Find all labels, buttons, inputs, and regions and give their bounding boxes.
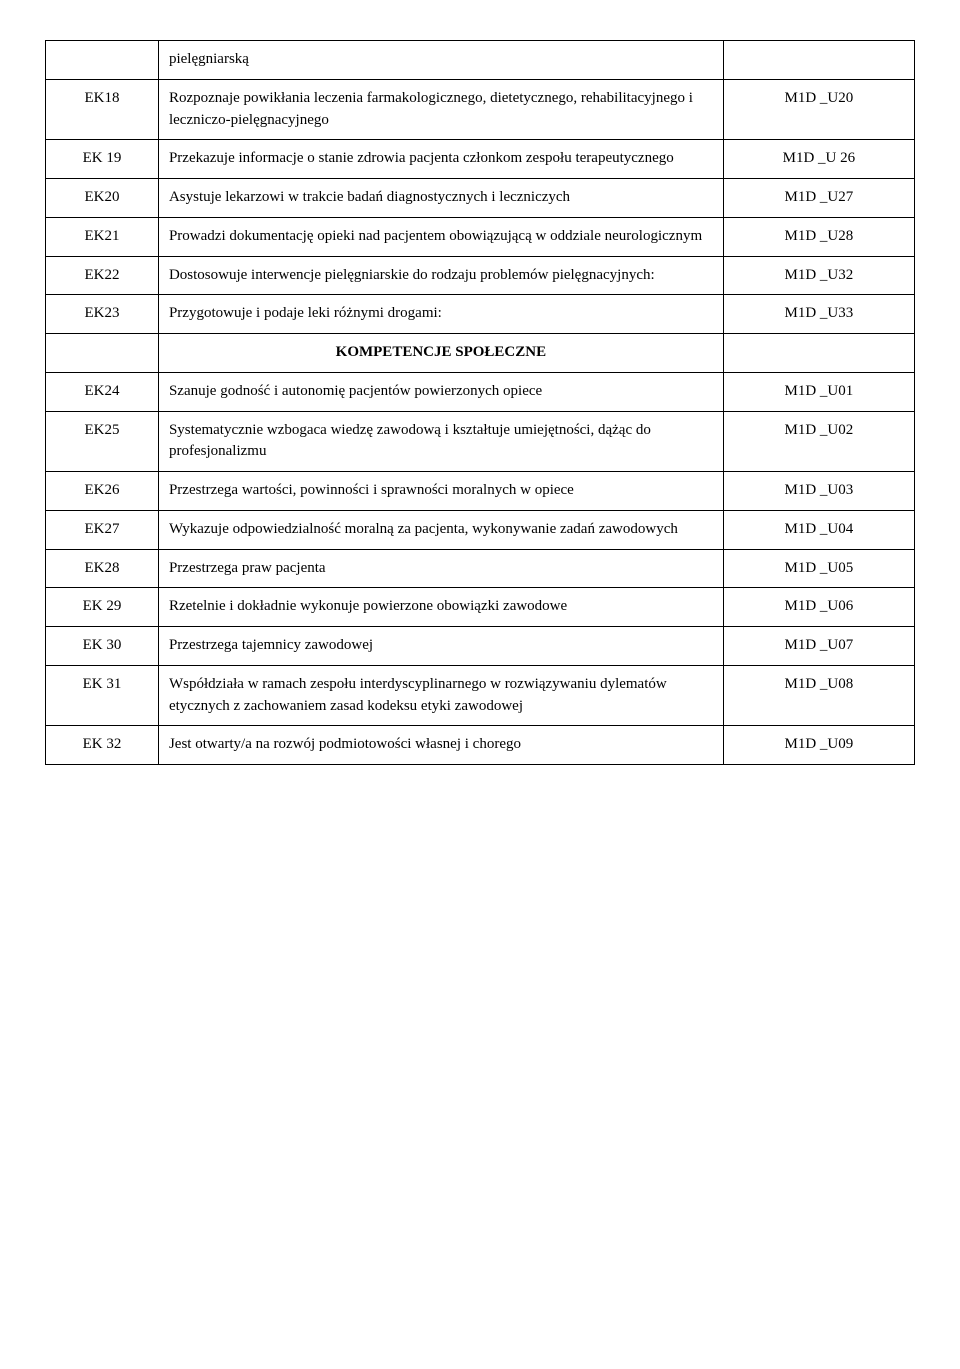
reference-cell: M1D _U27 [723,179,914,218]
table-row: EK24Szanuje godność i autonomię pacjentó… [46,372,915,411]
outcomes-table: pielęgniarskąEK18Rozpoznaje powikłania l… [45,40,915,765]
code-cell: EK21 [46,217,159,256]
reference-cell: M1D _U07 [723,627,914,666]
description-cell: Przestrzega praw pacjenta [158,549,723,588]
reference-cell: M1D _U05 [723,549,914,588]
code-cell: EK24 [46,372,159,411]
code-cell: EK 32 [46,726,159,765]
table-row: EK27Wykazuje odpowiedzialność moralną za… [46,510,915,549]
code-cell: EK20 [46,179,159,218]
table-row: EK28Przestrzega praw pacjentaM1D _U05 [46,549,915,588]
reference-cell [723,41,914,80]
table-row: EK18Rozpoznaje powikłania leczenia farma… [46,79,915,140]
reference-cell: M1D _U03 [723,472,914,511]
table-row: EK23Przygotowuje i podaje leki różnymi d… [46,295,915,334]
code-cell: EK 29 [46,588,159,627]
table-row: EK 19Przekazuje informacje o stanie zdro… [46,140,915,179]
code-cell [46,334,159,373]
code-cell [46,41,159,80]
code-cell: EK27 [46,510,159,549]
reference-cell: M1D _U28 [723,217,914,256]
table-row: pielęgniarską [46,41,915,80]
table-row: EK22Dostosowuje interwencje pielęgniarsk… [46,256,915,295]
reference-cell: M1D _U04 [723,510,914,549]
code-cell: EK28 [46,549,159,588]
code-cell: EK18 [46,79,159,140]
code-cell: EK 30 [46,627,159,666]
reference-cell [723,334,914,373]
description-cell: Przestrzega tajemnicy zawodowej [158,627,723,666]
reference-cell: M1D _U 26 [723,140,914,179]
reference-cell: M1D _U33 [723,295,914,334]
description-cell: Wykazuje odpowiedzialność moralną za pac… [158,510,723,549]
description-cell: Szanuje godność i autonomię pacjentów po… [158,372,723,411]
description-cell: Przygotowuje i podaje leki różnymi droga… [158,295,723,334]
table-row: KOMPETENCJE SPOŁECZNE [46,334,915,373]
description-cell: Przekazuje informacje o stanie zdrowia p… [158,140,723,179]
code-cell: EK23 [46,295,159,334]
code-cell: EK 31 [46,665,159,726]
table-row: EK20Asystuje lekarzowi w trakcie badań d… [46,179,915,218]
code-cell: EK22 [46,256,159,295]
reference-cell: M1D _U32 [723,256,914,295]
description-cell: pielęgniarską [158,41,723,80]
table-row: EK25Systematycznie wzbogaca wiedzę zawod… [46,411,915,472]
table-row: EK 32Jest otwarty/a na rozwój podmiotowo… [46,726,915,765]
reference-cell: M1D _U20 [723,79,914,140]
description-cell: Rozpoznaje powikłania leczenia farmakolo… [158,79,723,140]
description-cell: Systematycznie wzbogaca wiedzę zawodową … [158,411,723,472]
reference-cell: M1D _U06 [723,588,914,627]
table-row: EK21Prowadzi dokumentację opieki nad pac… [46,217,915,256]
code-cell: EK 19 [46,140,159,179]
description-cell: Asystuje lekarzowi w trakcie badań diagn… [158,179,723,218]
description-cell: Współdziała w ramach zespołu interdyscyp… [158,665,723,726]
table-row: EK 29Rzetelnie i dokładnie wykonuje powi… [46,588,915,627]
reference-cell: M1D _U09 [723,726,914,765]
table-row: EK 31Współdziała w ramach zespołu interd… [46,665,915,726]
table-row: EK26Przestrzega wartości, powinności i s… [46,472,915,511]
code-cell: EK25 [46,411,159,472]
section-heading: KOMPETENCJE SPOŁECZNE [158,334,723,373]
description-cell: Prowadzi dokumentację opieki nad pacjent… [158,217,723,256]
description-cell: Przestrzega wartości, powinności i spraw… [158,472,723,511]
description-cell: Rzetelnie i dokładnie wykonuje powierzon… [158,588,723,627]
reference-cell: M1D _U08 [723,665,914,726]
description-cell: Dostosowuje interwencje pielęgniarskie d… [158,256,723,295]
table-row: EK 30Przestrzega tajemnicy zawodowejM1D … [46,627,915,666]
code-cell: EK26 [46,472,159,511]
reference-cell: M1D _U02 [723,411,914,472]
description-cell: Jest otwarty/a na rozwój podmiotowości w… [158,726,723,765]
reference-cell: M1D _U01 [723,372,914,411]
